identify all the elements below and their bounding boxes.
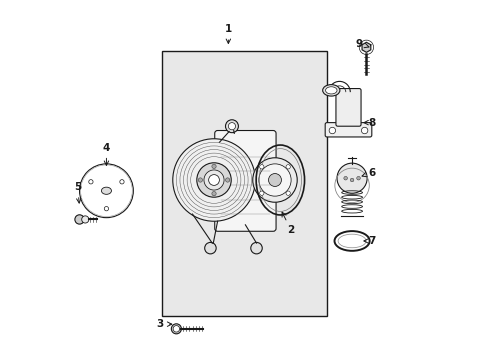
Circle shape — [204, 242, 216, 254]
Circle shape — [171, 324, 181, 334]
Circle shape — [361, 127, 367, 134]
Circle shape — [198, 178, 202, 182]
Circle shape — [104, 207, 108, 211]
Polygon shape — [361, 42, 370, 52]
Circle shape — [225, 120, 238, 133]
FancyBboxPatch shape — [325, 123, 371, 137]
Circle shape — [336, 163, 366, 193]
Circle shape — [89, 180, 93, 184]
Text: 2: 2 — [282, 212, 294, 235]
Circle shape — [285, 165, 290, 169]
Circle shape — [80, 164, 133, 218]
Text: 4: 4 — [102, 143, 110, 165]
Text: 6: 6 — [361, 168, 375, 178]
Circle shape — [268, 174, 281, 186]
Circle shape — [259, 165, 264, 169]
Circle shape — [196, 163, 231, 197]
Circle shape — [225, 178, 229, 182]
Text: 5: 5 — [74, 182, 81, 203]
Circle shape — [211, 192, 216, 196]
Circle shape — [203, 170, 224, 190]
Circle shape — [120, 180, 124, 184]
Circle shape — [228, 123, 235, 130]
Text: 3: 3 — [156, 319, 171, 329]
Circle shape — [356, 176, 360, 180]
Ellipse shape — [325, 87, 336, 94]
Circle shape — [349, 178, 353, 182]
Circle shape — [250, 242, 262, 254]
Circle shape — [75, 215, 84, 224]
Text: 8: 8 — [363, 118, 375, 128]
Circle shape — [259, 191, 264, 195]
Text: 1: 1 — [224, 24, 231, 44]
Bar — [162, 51, 326, 316]
Circle shape — [173, 325, 179, 332]
Circle shape — [172, 139, 255, 221]
FancyBboxPatch shape — [214, 131, 276, 231]
Circle shape — [328, 127, 335, 134]
Ellipse shape — [101, 187, 111, 194]
Text: 9: 9 — [355, 39, 368, 49]
Circle shape — [343, 176, 346, 180]
Circle shape — [252, 158, 297, 202]
Ellipse shape — [322, 85, 339, 96]
Circle shape — [81, 216, 89, 223]
Circle shape — [285, 191, 290, 195]
Circle shape — [258, 164, 290, 196]
Circle shape — [208, 175, 219, 185]
Circle shape — [211, 164, 216, 168]
FancyBboxPatch shape — [335, 89, 360, 126]
Text: 7: 7 — [363, 236, 375, 246]
